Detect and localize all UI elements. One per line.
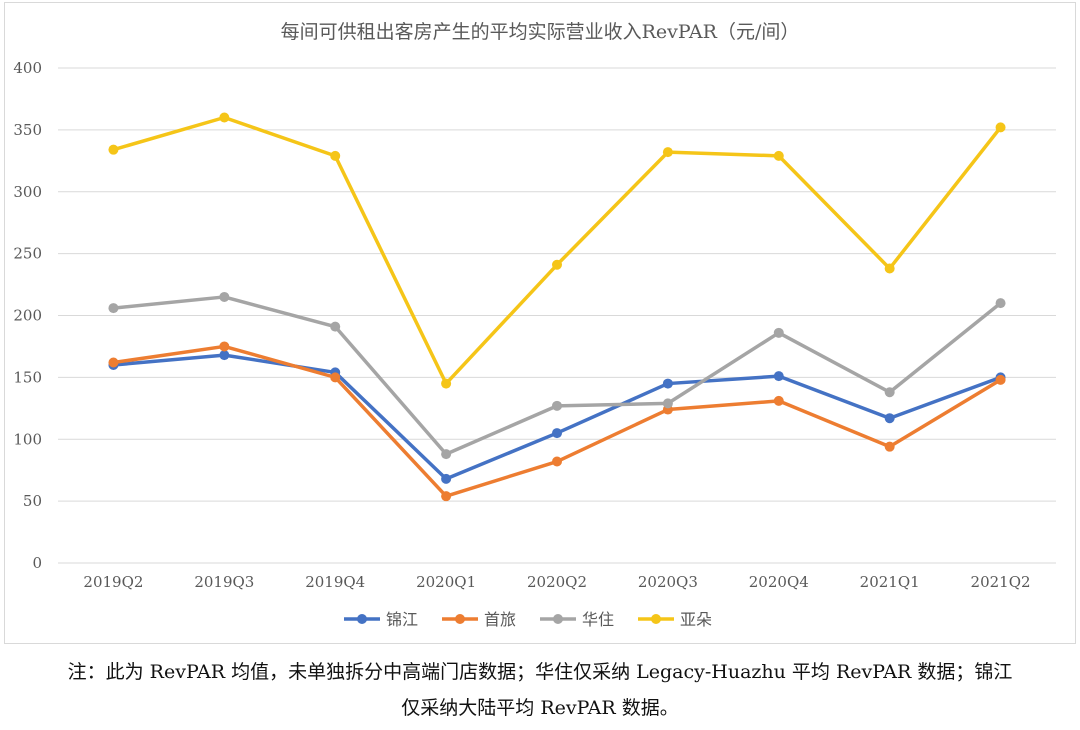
footnote-line-2: 仅采纳大陆平均 RevPAR 数据。 — [401, 697, 679, 719]
data-point — [219, 291, 230, 302]
y-tick-label: 150 — [13, 368, 42, 386]
y-tick-label: 350 — [13, 121, 42, 139]
x-tick-label: 2019Q4 — [305, 573, 365, 591]
x-axis: 2019Q2 2019Q3 2019Q4 2020Q1 2020Q2 2020Q3 2020… — [83, 573, 1030, 591]
y-tick-label: 50 — [23, 492, 42, 510]
series-华住 — [108, 291, 1006, 460]
data-point — [219, 350, 230, 361]
x-tick-label: 2021Q2 — [971, 573, 1031, 591]
chart-title: 每间可供租出客房产生的平均实际营业收入RevPAR（元/间） — [281, 21, 800, 43]
data-point — [108, 357, 119, 368]
y-axis: 0 50 100 150 200 250 300 350 400 — [13, 59, 42, 572]
y-tick-label: 400 — [13, 59, 42, 77]
data-point — [773, 150, 784, 161]
series-line — [113, 344, 1002, 498]
y-tick-label: 100 — [13, 430, 42, 448]
series-group — [108, 112, 1006, 502]
y-tick-label: 0 — [32, 554, 42, 572]
data-point — [552, 400, 562, 411]
series-line — [112, 115, 1002, 386]
data-point — [995, 374, 1006, 385]
legend-label: 亚朵 — [680, 610, 712, 629]
series-亚朵 — [108, 112, 1006, 389]
x-tick-label: 2020Q1 — [416, 573, 476, 591]
y-tick-label: 250 — [13, 245, 42, 263]
data-point — [441, 473, 452, 484]
data-point — [995, 298, 1006, 309]
data-point — [219, 341, 230, 352]
legend-marker — [553, 614, 563, 624]
data-point — [330, 372, 341, 383]
legend-label: 华住 — [582, 610, 614, 629]
data-point — [441, 491, 452, 502]
footnote: 注：此为 RevPAR 均值，未单独拆分中高端门店数据；华住仅采纳 Legacy… — [0, 654, 1080, 726]
legend: 锦江 首旅 华住 亚朵 — [344, 610, 712, 629]
data-point — [662, 378, 673, 389]
data-point — [441, 378, 452, 389]
x-tick-label: 2020Q2 — [527, 573, 587, 591]
data-point — [884, 413, 895, 424]
data-point — [108, 303, 119, 314]
data-point — [884, 441, 895, 452]
data-point — [330, 150, 341, 161]
legend-marker — [651, 614, 661, 624]
series-首旅 — [108, 341, 1006, 502]
data-point — [662, 398, 673, 409]
y-tick-label: 300 — [13, 183, 42, 201]
data-point — [441, 449, 452, 460]
legend-label: 锦江 — [386, 610, 418, 629]
line-chart: 每间可供租出客房产生的平均实际营业收入RevPAR（元/间） 0 50 100 150… — [13, 21, 1056, 629]
y-tick-label: 200 — [13, 307, 42, 325]
data-point — [330, 321, 341, 332]
data-point — [995, 122, 1006, 133]
x-tick-label: 2019Q3 — [194, 573, 254, 591]
legend-marker — [455, 614, 465, 624]
data-point — [552, 259, 562, 270]
data-point — [219, 112, 230, 123]
data-point — [773, 371, 784, 382]
data-point — [108, 144, 119, 155]
legend-item: 亚朵 — [638, 610, 712, 629]
x-tick-label: 2020Q4 — [749, 573, 809, 591]
x-tick-label: 2019Q2 — [83, 573, 143, 591]
data-point — [773, 327, 784, 338]
legend-item: 华住 — [540, 610, 614, 629]
legend-label: 首旅 — [484, 610, 516, 629]
gridlines — [58, 67, 1056, 564]
x-tick-label: 2021Q1 — [860, 573, 920, 591]
data-point — [662, 147, 673, 158]
legend-marker — [357, 614, 367, 624]
data-point — [552, 456, 562, 467]
legend-item: 锦江 — [344, 610, 418, 629]
data-point — [884, 263, 895, 274]
data-point — [552, 428, 562, 439]
x-tick-label: 2020Q3 — [638, 573, 698, 591]
data-point — [773, 395, 784, 406]
footnote-line-1: 注：此为 RevPAR 均值，未单独拆分中高端门店数据；华住仅采纳 Legacy… — [67, 661, 1013, 683]
chart-frame — [4, 2, 1076, 644]
legend-item: 首旅 — [442, 610, 516, 629]
data-point — [884, 387, 895, 398]
